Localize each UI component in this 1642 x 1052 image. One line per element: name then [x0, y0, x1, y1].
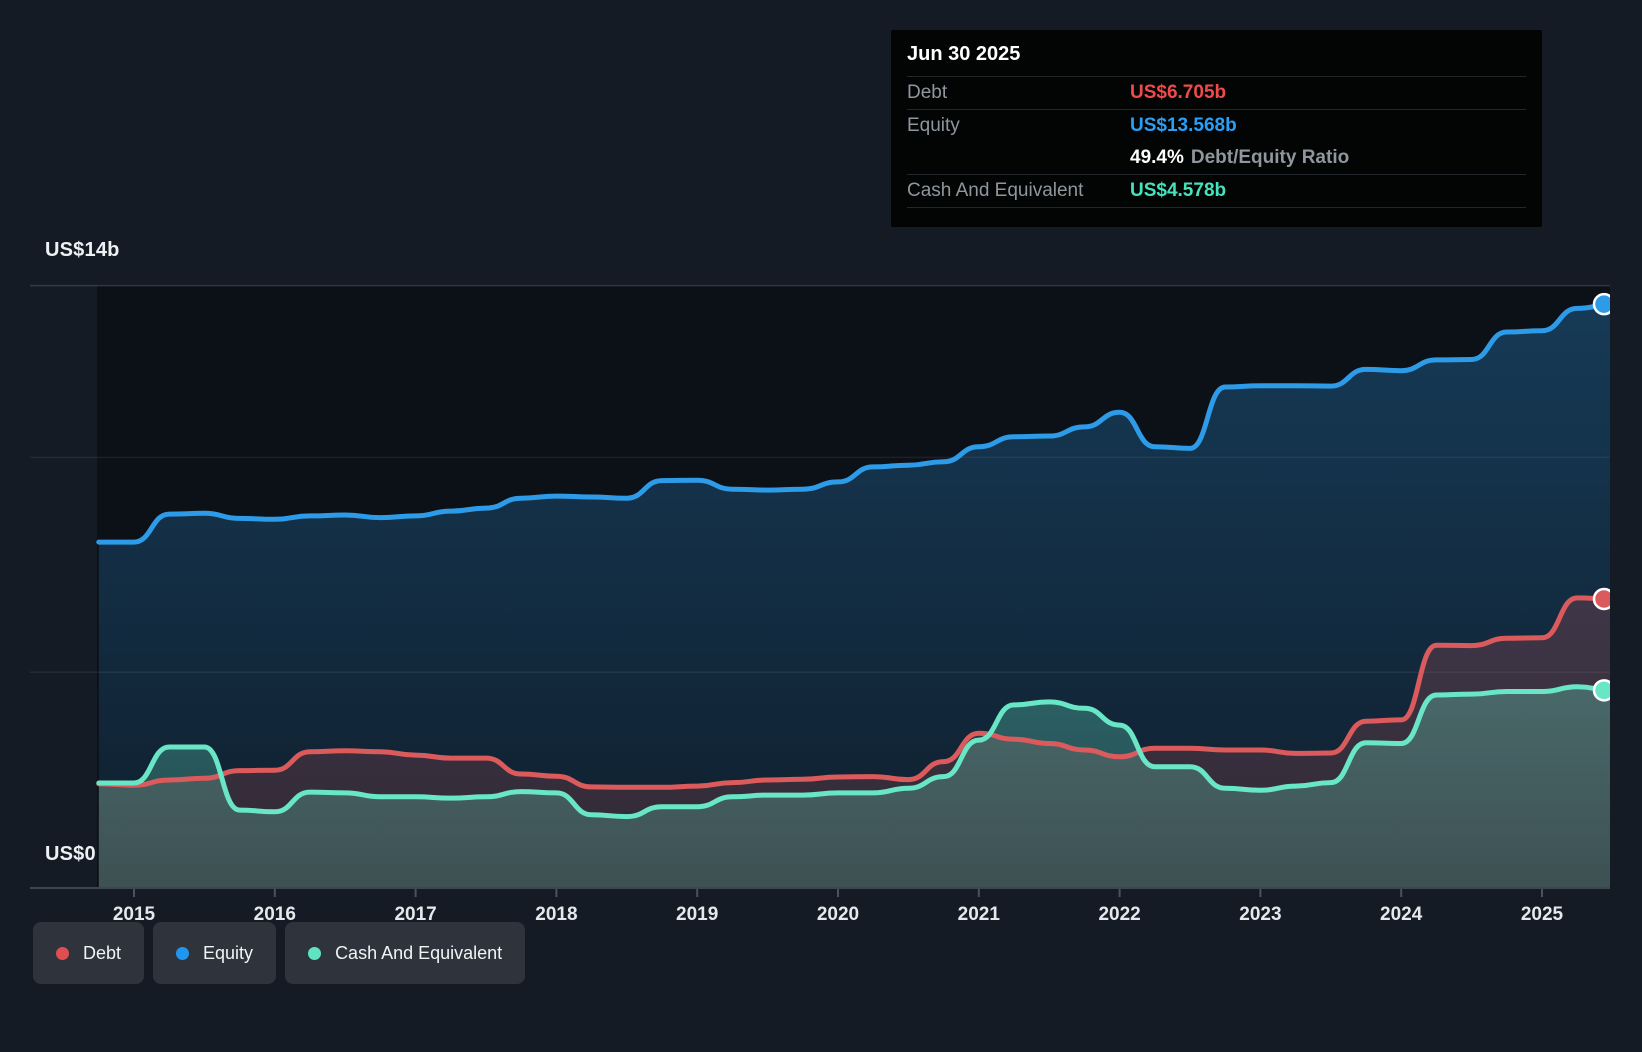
x-axis-label: 2019 — [676, 904, 718, 925]
x-axis-label: 2018 — [535, 904, 577, 925]
legend-item-debt[interactable]: Debt — [33, 922, 145, 984]
legend-label-cash: Cash And Equivalent — [335, 942, 503, 963]
y-axis-label-zero: US$0 — [45, 843, 96, 865]
tooltip-row-equity: Equity US$13.568b — [907, 110, 1526, 142]
legend-item-equity[interactable]: Equity — [153, 922, 277, 984]
legend-label-equity: Equity — [203, 942, 254, 963]
equity-line — [96, 301, 1610, 545]
equity-area — [98, 304, 1610, 888]
tooltip-ratio-label: Debt/Equity Ratio — [1190, 147, 1350, 168]
tooltip-debt-label: Debt — [907, 82, 948, 103]
tooltip-equity-label: Equity — [907, 115, 960, 136]
tooltip-cash-value: US$4.578b — [1130, 180, 1227, 201]
tooltip-equity-value: US$13.568b — [1130, 115, 1237, 136]
tooltip-cash-label: Cash And Equivalent — [907, 180, 1084, 201]
chart-tooltip: Jun 30 2025 Debt US$6.705b Equity US$13.… — [891, 30, 1542, 227]
x-axis-label: 2023 — [1239, 904, 1281, 925]
y-axis-label-max: US$14b — [45, 239, 120, 261]
x-axis-label: 2021 — [958, 904, 1001, 925]
tooltip-debt-value: US$6.705b — [1130, 82, 1227, 103]
cash-and-equivalent-end-marker — [1592, 679, 1610, 702]
legend-label-debt: Debt — [83, 942, 122, 963]
x-axis-label: 2015 — [113, 904, 156, 925]
tooltip-row-ratio: 49.4% Debt/Equity Ratio — [907, 142, 1526, 175]
debt-line — [96, 595, 1610, 790]
tooltip-ratio-value: 49.4% — [1130, 147, 1184, 168]
tooltip-row-cash: Cash And Equivalent US$4.578b — [907, 175, 1526, 208]
equity-end-marker — [1592, 292, 1610, 316]
x-axis-label: 2017 — [394, 904, 436, 925]
debt-end-marker — [1592, 587, 1610, 611]
cash-and-equivalent-line — [96, 684, 1610, 820]
x-axis-label: 2016 — [254, 904, 296, 925]
tooltip-date: Jun 30 2025 — [907, 43, 1526, 77]
cash-dot-icon — [308, 946, 322, 960]
cash-and-equivalent-area — [98, 686, 1610, 888]
tooltip-row-debt: Debt US$6.705b — [907, 77, 1526, 110]
x-axis-label: 2024 — [1380, 904, 1423, 925]
x-axis-label: 2022 — [1098, 904, 1140, 925]
chart-legend: Debt Equity Cash And Equivalent — [33, 922, 526, 984]
legend-item-cash[interactable]: Cash And Equivalent — [285, 922, 526, 984]
equity-dot-icon — [176, 946, 190, 960]
debt-dot-icon — [56, 946, 69, 960]
x-axis-label: 2025 — [1521, 904, 1564, 925]
x-axis-label: 2020 — [817, 904, 859, 925]
